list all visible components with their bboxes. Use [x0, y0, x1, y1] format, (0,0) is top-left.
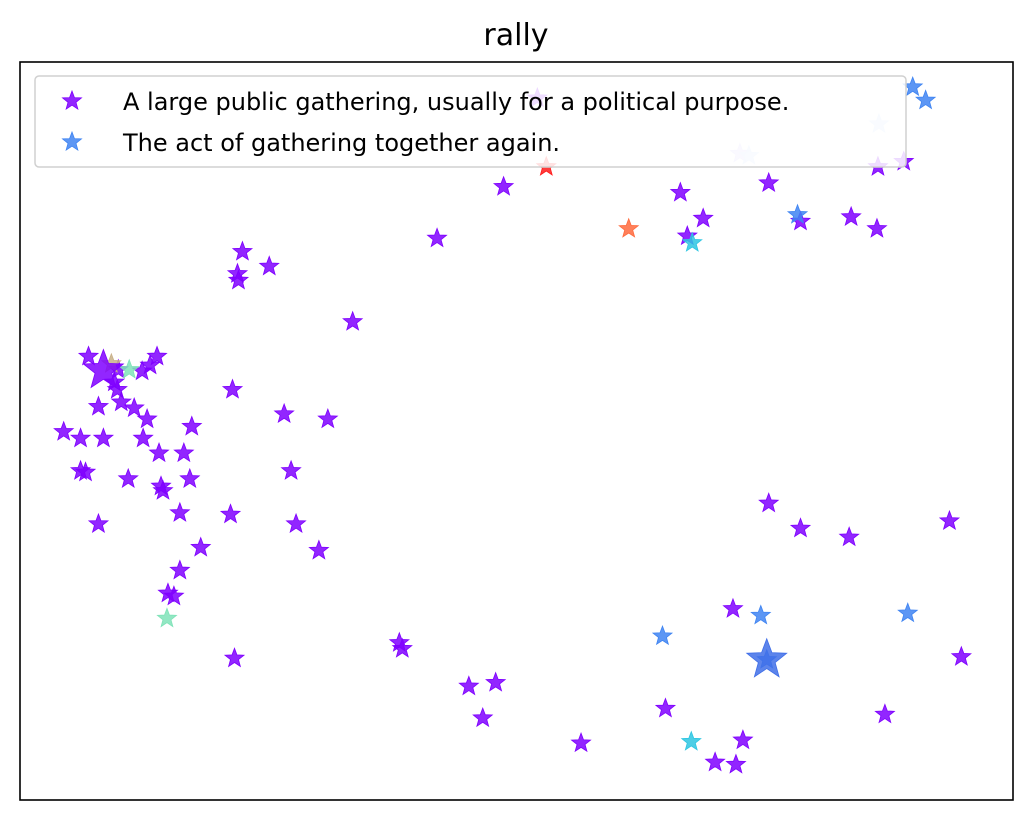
- series-1-point-69: [840, 205, 862, 226]
- series-2-point-5: [750, 604, 772, 625]
- series-1-point-23: [181, 415, 203, 436]
- series-1-point-64: [669, 181, 691, 202]
- series-1-point-32: [280, 459, 302, 480]
- series-1-point-16: [110, 391, 132, 412]
- other-point-4: [680, 730, 702, 751]
- series-1-point-27: [132, 427, 154, 448]
- series-1-point-43: [169, 559, 191, 580]
- legend: A large public gathering, usually for a …: [34, 75, 907, 168]
- series-1-point-70: [866, 217, 888, 238]
- series-1-point-39: [285, 512, 307, 534]
- series-1-point-56: [732, 729, 754, 750]
- highlight-point-2: [745, 637, 788, 678]
- series-1-point-37: [169, 501, 191, 522]
- legend-star-marker-1: [61, 89, 83, 111]
- series-1-point-53: [654, 697, 677, 718]
- series-1-point-52: [570, 732, 592, 753]
- series-1-point-61: [789, 517, 812, 538]
- series-2-point-7: [897, 602, 919, 623]
- series-1-point-29: [173, 441, 195, 463]
- series-1-point-10: [146, 345, 168, 366]
- series-1-point-33: [117, 467, 139, 488]
- legend-label-1: A large public gathering, usually for a …: [123, 88, 789, 116]
- legend-entry-1: A large public gathering, usually for a …: [61, 88, 789, 116]
- series-1-point-60: [758, 492, 780, 513]
- legend-label-2: The act of gathering together again.: [122, 129, 560, 157]
- series-2-point-3: [786, 203, 809, 224]
- series-1-point-31: [74, 461, 97, 482]
- series-1-point-9: [77, 345, 100, 366]
- highlight-point-1: [82, 348, 125, 389]
- chart-title: rally: [483, 18, 548, 53]
- legend-star-2: [61, 130, 83, 152]
- series-1-point-67: [758, 171, 780, 193]
- series-1-point-65: [692, 207, 714, 228]
- legend-star-marker-2: [61, 130, 83, 152]
- series-1-point-8: [342, 310, 364, 331]
- series-1-point-41: [190, 536, 212, 557]
- points-layer: [53, 75, 972, 774]
- series-1-point-40: [87, 512, 110, 534]
- series-1-point-4: [231, 240, 254, 261]
- plot-frame: [19, 61, 1014, 801]
- series-1-point-7: [227, 269, 250, 290]
- series-1-point-22: [317, 408, 339, 429]
- series-1-point-45: [163, 585, 185, 606]
- series-1-point-63: [938, 509, 961, 531]
- other-point-5: [118, 358, 140, 379]
- series-1-point-3: [426, 227, 448, 248]
- legend-entry-2: The act of gathering together again.: [61, 129, 560, 157]
- series-1-point-19: [123, 396, 145, 418]
- series-1-point-5: [258, 255, 280, 276]
- series-1-point-25: [69, 427, 92, 448]
- other-point-3: [681, 231, 703, 252]
- legend-box: [34, 75, 907, 168]
- series-1-point-46: [223, 647, 246, 668]
- series-1-point-42: [308, 539, 330, 560]
- series-1-point-55: [725, 753, 747, 774]
- series-1-point-59: [722, 597, 744, 618]
- series-1-point-26: [92, 427, 115, 448]
- other-point-2: [618, 217, 640, 238]
- series-1-point-18: [87, 395, 110, 416]
- series-1-point-28: [148, 441, 170, 463]
- series-1-point-36: [152, 479, 174, 500]
- series-2-point-2: [915, 89, 937, 110]
- series-1-point-51: [472, 706, 494, 728]
- legend-star-1: [61, 89, 83, 111]
- series-1-point-15: [106, 378, 128, 399]
- series-2-point-4: [651, 625, 674, 646]
- series-1-point-48: [388, 631, 410, 652]
- series-1-point-34: [179, 467, 201, 488]
- series-1-point-57: [874, 703, 896, 724]
- series-1-point-54: [704, 751, 726, 772]
- series-1-point-62: [838, 526, 860, 547]
- series-1-point-17: [221, 378, 244, 399]
- series-1-point-49: [458, 675, 480, 696]
- series-1-point-21: [136, 408, 158, 429]
- series-1-point-20: [273, 402, 295, 424]
- series-1-point-58: [950, 645, 972, 666]
- series-1-point-24: [53, 420, 75, 441]
- series-1-point-2: [492, 175, 515, 196]
- series-1-point-38: [219, 503, 242, 524]
- series-1-point-50: [485, 671, 507, 692]
- other-point-6: [156, 607, 178, 628]
